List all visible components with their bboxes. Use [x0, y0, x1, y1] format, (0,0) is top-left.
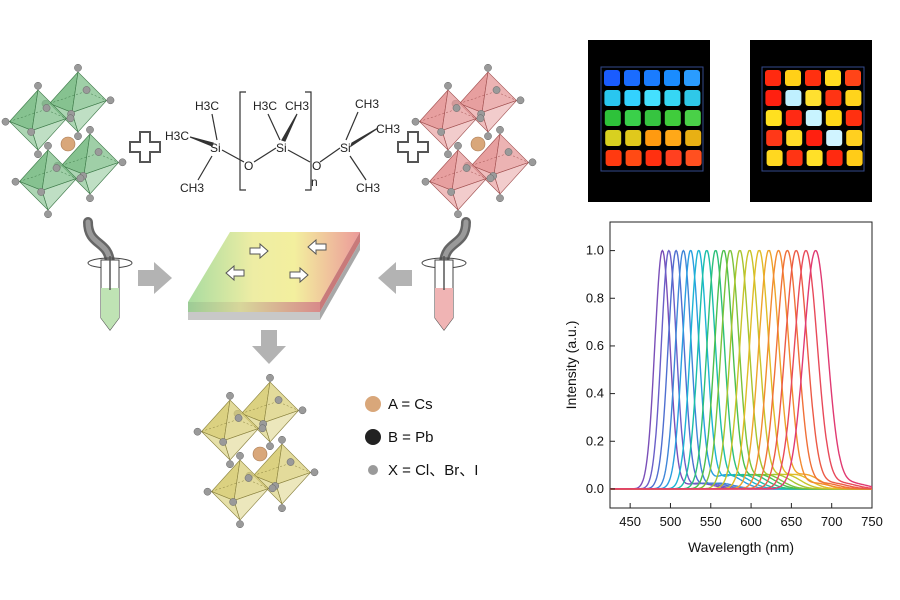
legend-b-label: B = Pb	[388, 429, 433, 446]
left-pipette-vial	[83, 217, 133, 331]
legend-x-label: X = Cl、Br、I	[388, 462, 478, 479]
mixed-perovskite-crystal	[193, 373, 319, 529]
plus-sign-right	[397, 131, 429, 163]
right-pipette-vial	[421, 217, 471, 331]
x-tick-label-600: 600	[740, 514, 762, 529]
x-tick-label-550: 550	[700, 514, 722, 529]
repeat-n-label: n	[311, 175, 318, 189]
plus-sign-left	[129, 131, 161, 163]
red-perovskite-crystal	[411, 63, 537, 219]
methyl-label-4: H3C	[253, 99, 277, 113]
x-tick-label-500: 500	[660, 514, 682, 529]
si-label-3: Si	[340, 141, 351, 155]
y-tick-label-0: 0.0	[586, 481, 604, 496]
y-tick-label-3: 0.6	[586, 338, 604, 353]
legend-x-site-sphere	[368, 465, 378, 475]
photo-led-array-right	[750, 40, 872, 202]
pl-spectra-chart: 450 500 550 600 650 700 7500.00.20.40.60.81.0 …	[563, 221, 883, 555]
y-tick-label-1: 0.2	[586, 433, 604, 448]
photo-led-array-left	[588, 40, 710, 202]
o-label-2: O	[312, 159, 321, 173]
si-label-1: Si	[210, 141, 221, 155]
methyl-label-6: CH3	[355, 97, 379, 111]
methyl-label-3: CH3	[180, 181, 204, 195]
x-tick-label-700: 700	[821, 514, 843, 529]
x-axis-label: Wavelength (nm)	[688, 539, 794, 555]
x-tick-label-450: 450	[619, 514, 641, 529]
x-tick-label-750: 750	[861, 514, 883, 529]
x-tick-label-650: 650	[781, 514, 803, 529]
y-axis-label: Intensity (a.u.)	[563, 321, 579, 410]
methyl-label-1: H3C	[195, 99, 219, 113]
methyl-label-5: CH3	[285, 99, 309, 113]
methyl-label-8: CH3	[356, 181, 380, 195]
si-label-2: Si	[276, 141, 287, 155]
y-tick-label-5: 1.0	[586, 243, 604, 258]
legend: A = Cs B = Pb X = Cl、Br、I	[365, 396, 478, 479]
arrow-right-to-film	[378, 262, 412, 294]
legend-a-label: A = Cs	[388, 396, 433, 413]
spectrum-line-19	[610, 249, 873, 490]
legend-b-site-sphere	[365, 429, 381, 445]
y-tick-label-4: 0.8	[586, 290, 604, 305]
o-label-1: O	[244, 159, 253, 173]
y-tick-label-2: 0.4	[586, 386, 604, 401]
composite-film	[188, 232, 360, 320]
legend-a-site-sphere	[365, 396, 381, 412]
methyl-label-2: H3C	[165, 129, 189, 143]
arrow-down-to-crystal	[252, 330, 286, 364]
chart-plot-area	[609, 221, 873, 509]
methyl-label-7: CH3	[376, 122, 400, 136]
siloxane-molecule: H3C H3C CH3 Si O H3C CH3 Si O n Si CH3 C…	[165, 91, 400, 195]
green-perovskite-crystal	[1, 63, 127, 219]
arrow-left-to-film	[138, 262, 172, 294]
